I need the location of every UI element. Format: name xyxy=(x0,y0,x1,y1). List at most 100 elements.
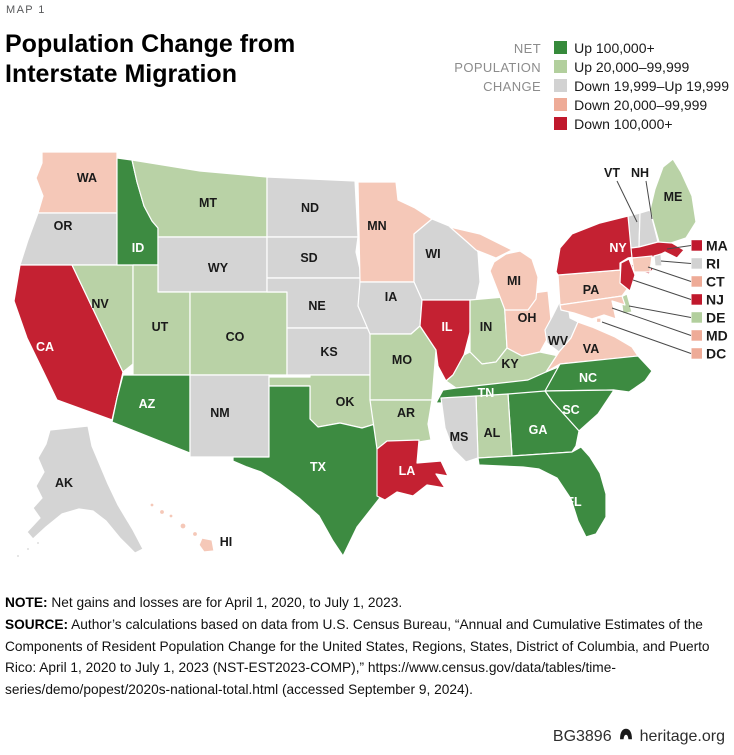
state-label-la: LA xyxy=(399,464,416,478)
state-label-mo: MO xyxy=(392,353,412,367)
state-label-va: VA xyxy=(583,342,599,356)
state-label-vt: VT xyxy=(604,166,620,180)
leader-line-nj xyxy=(632,279,692,300)
state-label-nv: NV xyxy=(91,297,109,311)
callout-label-ct: CT xyxy=(706,274,725,290)
legend-items: Up 100,000+ Up 20,000–99,999 Down 19,999… xyxy=(554,38,729,133)
callout-swatch-dc xyxy=(691,348,702,359)
legend-item-label: Up 100,000+ xyxy=(574,39,655,56)
legend-item-label: Down 20,000–99,999 xyxy=(574,96,708,113)
legend-title-line: CHANGE xyxy=(483,79,542,94)
state-label-az: AZ xyxy=(139,397,156,411)
state-label-ne: NE xyxy=(308,299,325,313)
leader-line-md xyxy=(611,307,692,336)
state-label-nh: NH xyxy=(631,166,649,180)
source-text: Author’s calculations based on data from… xyxy=(5,616,710,698)
callout-swatch-de xyxy=(691,312,702,323)
leader-line-ct xyxy=(647,266,692,282)
state-label-mi: MI xyxy=(507,274,521,288)
state-hi-island xyxy=(179,522,187,530)
legend-item-label: Down 19,999–Up 19,999 xyxy=(574,77,729,94)
callout-label-nj: NJ xyxy=(706,292,724,308)
legend-item: Down 100,000+ xyxy=(554,114,729,133)
leader-line-nh xyxy=(645,180,653,220)
legend-swatch-neutral xyxy=(554,79,568,92)
callout-label-dc: DC xyxy=(706,346,726,362)
legend-title-line: NET xyxy=(513,41,542,56)
state-label-ak: AK xyxy=(55,476,73,490)
legend-item: Up 20,000–99,999 xyxy=(554,57,729,76)
state-hi-big-island xyxy=(198,537,215,553)
callout-swatch-md xyxy=(691,330,702,341)
leader-line-dc xyxy=(601,321,692,354)
source-line: SOURCE: Author’s calculations based on d… xyxy=(5,614,730,701)
state-label-pa: PA xyxy=(583,283,599,297)
note-label: NOTE: xyxy=(5,595,48,610)
state-label-tx: TX xyxy=(310,460,327,474)
state-ar xyxy=(369,399,433,450)
legend-item-label: Down 100,000+ xyxy=(574,115,673,132)
state-label-or: OR xyxy=(54,219,73,233)
state-mi-lower xyxy=(489,250,539,311)
state-label-ny: NY xyxy=(609,241,627,255)
state-md xyxy=(559,295,626,320)
state-de xyxy=(620,293,633,315)
state-label-nd: ND xyxy=(301,201,319,215)
map-kicker: MAP 1 xyxy=(6,4,46,16)
state-mt xyxy=(131,159,268,238)
leader-line-de xyxy=(628,305,692,318)
state-label-ca: CA xyxy=(36,340,54,354)
page-title: Population Change from Interstate Migrat… xyxy=(5,29,295,89)
legend-item: Up 100,000+ xyxy=(554,38,729,57)
state-tx xyxy=(232,385,399,557)
state-sd xyxy=(266,236,363,279)
note-text: Net gains and losses are for April 1, 20… xyxy=(47,595,403,610)
legend: NET POPULATION CHANGE Up 100,000+ Up 20,… xyxy=(454,38,729,133)
state-ak-island xyxy=(35,540,41,546)
state-ak-island xyxy=(25,546,31,552)
legend-swatch-down-100k xyxy=(554,117,568,130)
note-line: NOTE: Net gains and losses are for April… xyxy=(5,592,730,614)
state-label-co: CO xyxy=(226,330,245,344)
state-label-me: ME xyxy=(664,190,683,204)
callout-swatch-ri xyxy=(691,258,702,269)
state-label-mt: MT xyxy=(199,196,217,210)
heritage-bell-icon xyxy=(618,726,634,747)
legend-item: Down 19,999–Up 19,999 xyxy=(554,76,729,95)
state-label-fl: FL xyxy=(566,495,582,509)
callout-label-md: MD xyxy=(706,328,728,344)
state-label-tn: TN xyxy=(478,386,495,400)
callout-label-ri: RI xyxy=(706,256,720,272)
callout-label-ma: MA xyxy=(706,238,728,254)
state-az xyxy=(111,374,191,454)
page-title-line2: Interstate Migration xyxy=(5,60,237,88)
state-label-ky: KY xyxy=(501,357,519,371)
state-wv xyxy=(544,302,579,353)
callout-swatch-ma xyxy=(691,240,702,251)
state-nc xyxy=(544,355,653,393)
legend-title: NET POPULATION CHANGE xyxy=(454,38,541,133)
callout-swatch-ct xyxy=(691,276,702,287)
footer-doc-id: BG3896 xyxy=(552,727,612,745)
legend-item: Down 20,000–99,999 xyxy=(554,95,729,114)
state-label-sc: SC xyxy=(562,403,579,417)
state-ak-island xyxy=(15,553,21,559)
state-label-ia: IA xyxy=(385,290,398,304)
state-hi-island xyxy=(191,530,199,538)
source-label: SOURCE: xyxy=(5,616,69,632)
state-label-al: AL xyxy=(484,426,501,440)
state-hi-island xyxy=(149,502,155,508)
legend-swatch-down-20k xyxy=(554,98,568,111)
state-label-id: ID xyxy=(132,241,145,255)
state-label-ga: GA xyxy=(529,423,548,437)
state-label-ut: UT xyxy=(152,320,169,334)
state-label-hi: HI xyxy=(220,535,233,549)
state-hi-island xyxy=(168,513,174,519)
state-label-wa: WA xyxy=(77,171,97,185)
state-label-ks: KS xyxy=(320,345,337,359)
state-label-mn: MN xyxy=(367,219,386,233)
state-mi-upper xyxy=(449,226,513,259)
state-label-in: IN xyxy=(480,320,493,334)
